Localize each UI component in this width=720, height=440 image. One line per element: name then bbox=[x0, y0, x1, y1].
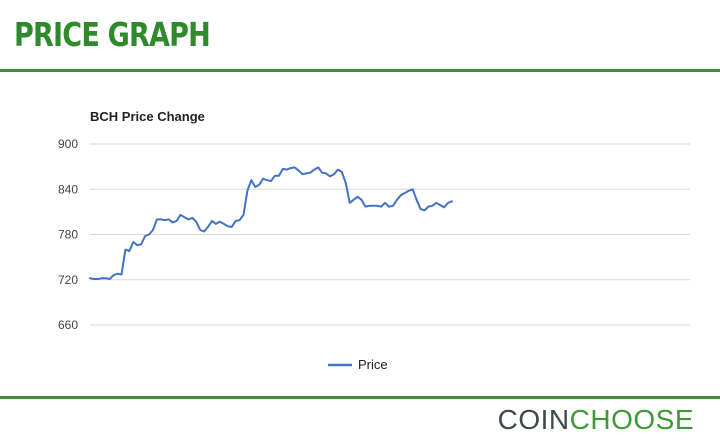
legend: Price bbox=[328, 357, 388, 372]
header-divider bbox=[0, 69, 720, 72]
coinchoose-logo: COINCHOOSE bbox=[498, 404, 694, 436]
logo-choose-text: CHOOSE bbox=[569, 404, 694, 435]
y-tick-label-900: 900 bbox=[58, 137, 78, 151]
series-line-price bbox=[89, 166, 453, 280]
page-title: PRICE GRAPH bbox=[14, 15, 211, 54]
footer-divider bbox=[0, 396, 720, 399]
grid-lines bbox=[90, 143, 690, 326]
logo-coin-text: COIN bbox=[497, 404, 570, 435]
legend-label-price: Price bbox=[358, 357, 388, 372]
y-tick-label-780: 780 bbox=[58, 228, 78, 242]
y-tick-label-840: 840 bbox=[58, 182, 78, 196]
y-tick-label-660: 660 bbox=[58, 318, 78, 332]
series-lines bbox=[89, 166, 453, 280]
chart-title: BCH Price Change bbox=[90, 109, 205, 124]
price-chart: BCH Price Change 900 840 780 720 660 Price bbox=[58, 109, 690, 372]
y-tick-label-720: 720 bbox=[58, 273, 78, 287]
y-axis-tick-labels: 900 840 780 720 660 bbox=[58, 137, 78, 332]
